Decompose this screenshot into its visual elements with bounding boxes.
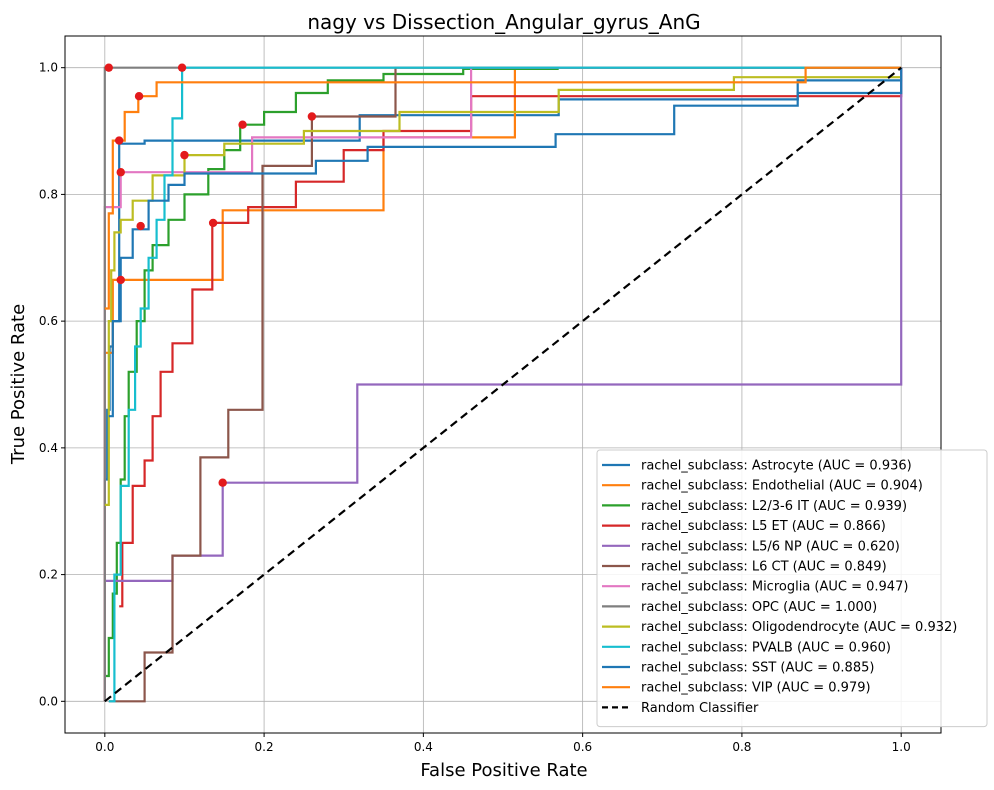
y-axis-label: True Positive Rate bbox=[8, 304, 29, 465]
legend-entry: rachel_subclass: Endothelial (AUC = 0.90… bbox=[641, 479, 923, 494]
y-tick-label: 0.8 bbox=[39, 187, 58, 201]
legend-entry: rachel_subclass: L5/6 NP (AUC = 0.620) bbox=[641, 539, 900, 554]
legend-entry: rachel_subclass: PVALB (AUC = 0.960) bbox=[641, 640, 891, 655]
series-line-12 bbox=[104, 66, 902, 703]
x-tick-label: 0.0 bbox=[95, 740, 114, 754]
series-line-2 bbox=[104, 67, 559, 678]
threshold-point-11 bbox=[134, 91, 144, 101]
threshold-point-9 bbox=[177, 63, 187, 72]
x-axis-ticks: 0.0 0.2 0.4 0.6 0.8 1.0 bbox=[95, 733, 911, 754]
series-line-9 bbox=[108, 66, 902, 703]
legend-entry: rachel_subclass: SST (AUC = 0.885) bbox=[641, 661, 874, 676]
y-tick-label: 0.2 bbox=[39, 568, 58, 582]
legend-entry: rachel_subclass: L5 ET (AUC = 0.866) bbox=[641, 519, 886, 534]
plot-frame bbox=[64, 35, 942, 734]
threshold-point-0 bbox=[114, 136, 124, 145]
threshold-point-10 bbox=[136, 221, 145, 231]
x-tick-label: 0.6 bbox=[573, 740, 592, 754]
threshold-point-6 bbox=[116, 168, 125, 177]
marker-group bbox=[104, 63, 317, 487]
threshold-point-4 bbox=[218, 478, 227, 487]
series-line-5 bbox=[108, 66, 902, 703]
series-line-6 bbox=[103, 66, 902, 702]
series-line-0 bbox=[103, 67, 903, 702]
threshold-point-8 bbox=[180, 150, 189, 160]
y-tick-label: 0.0 bbox=[39, 694, 58, 708]
x-tick-label: 0.4 bbox=[414, 740, 433, 754]
legend-entry: rachel_subclass: L6 CT (AUC = 0.849) bbox=[641, 560, 887, 575]
legend-entry: rachel_subclass: Astrocyte (AUC = 0.936) bbox=[641, 459, 912, 474]
legend-entry: rachel_subclass: VIP (AUC = 0.979) bbox=[641, 681, 871, 696]
x-tick-label: 0.2 bbox=[255, 740, 274, 754]
legend-entry: Random Classifier bbox=[641, 701, 759, 716]
x-axis-label: False Positive Rate bbox=[420, 760, 587, 781]
threshold-point-2 bbox=[238, 120, 247, 129]
threshold-point-1 bbox=[116, 275, 125, 285]
threshold-point-7 bbox=[104, 63, 114, 72]
x-tick-label: 0.8 bbox=[732, 740, 751, 754]
legend-box bbox=[596, 449, 988, 728]
series-line-1 bbox=[103, 66, 902, 702]
threshold-point-3 bbox=[208, 218, 218, 228]
threshold-point-5 bbox=[307, 112, 317, 121]
chart-title: nagy vs Dissection_Angular_gyrus_AnG bbox=[307, 10, 700, 34]
legend: rachel_subclass: Astrocyte (AUC = 0.936)… bbox=[596, 449, 988, 728]
y-axis-ticks: 0.0 0.2 0.4 0.6 0.8 1.0 bbox=[39, 61, 65, 708]
legend-entry: rachel_subclass: Microglia (AUC = 0.947) bbox=[641, 580, 908, 595]
legend-entry: rachel_subclass: OPC (AUC = 1.000) bbox=[641, 600, 877, 615]
legend-entry: rachel_subclass: Oligodendrocyte (AUC = … bbox=[641, 620, 957, 635]
series-line-10 bbox=[108, 67, 903, 418]
legend-entry: rachel_subclass: L2/3-6 IT (AUC = 0.939) bbox=[641, 499, 907, 514]
y-tick-label: 1.0 bbox=[39, 61, 58, 75]
series-line-11 bbox=[104, 66, 902, 310]
x-tick-label: 1.0 bbox=[892, 740, 911, 754]
y-tick-label: 0.4 bbox=[39, 441, 58, 455]
series-line-3 bbox=[119, 67, 903, 608]
y-tick-label: 0.6 bbox=[39, 314, 58, 328]
